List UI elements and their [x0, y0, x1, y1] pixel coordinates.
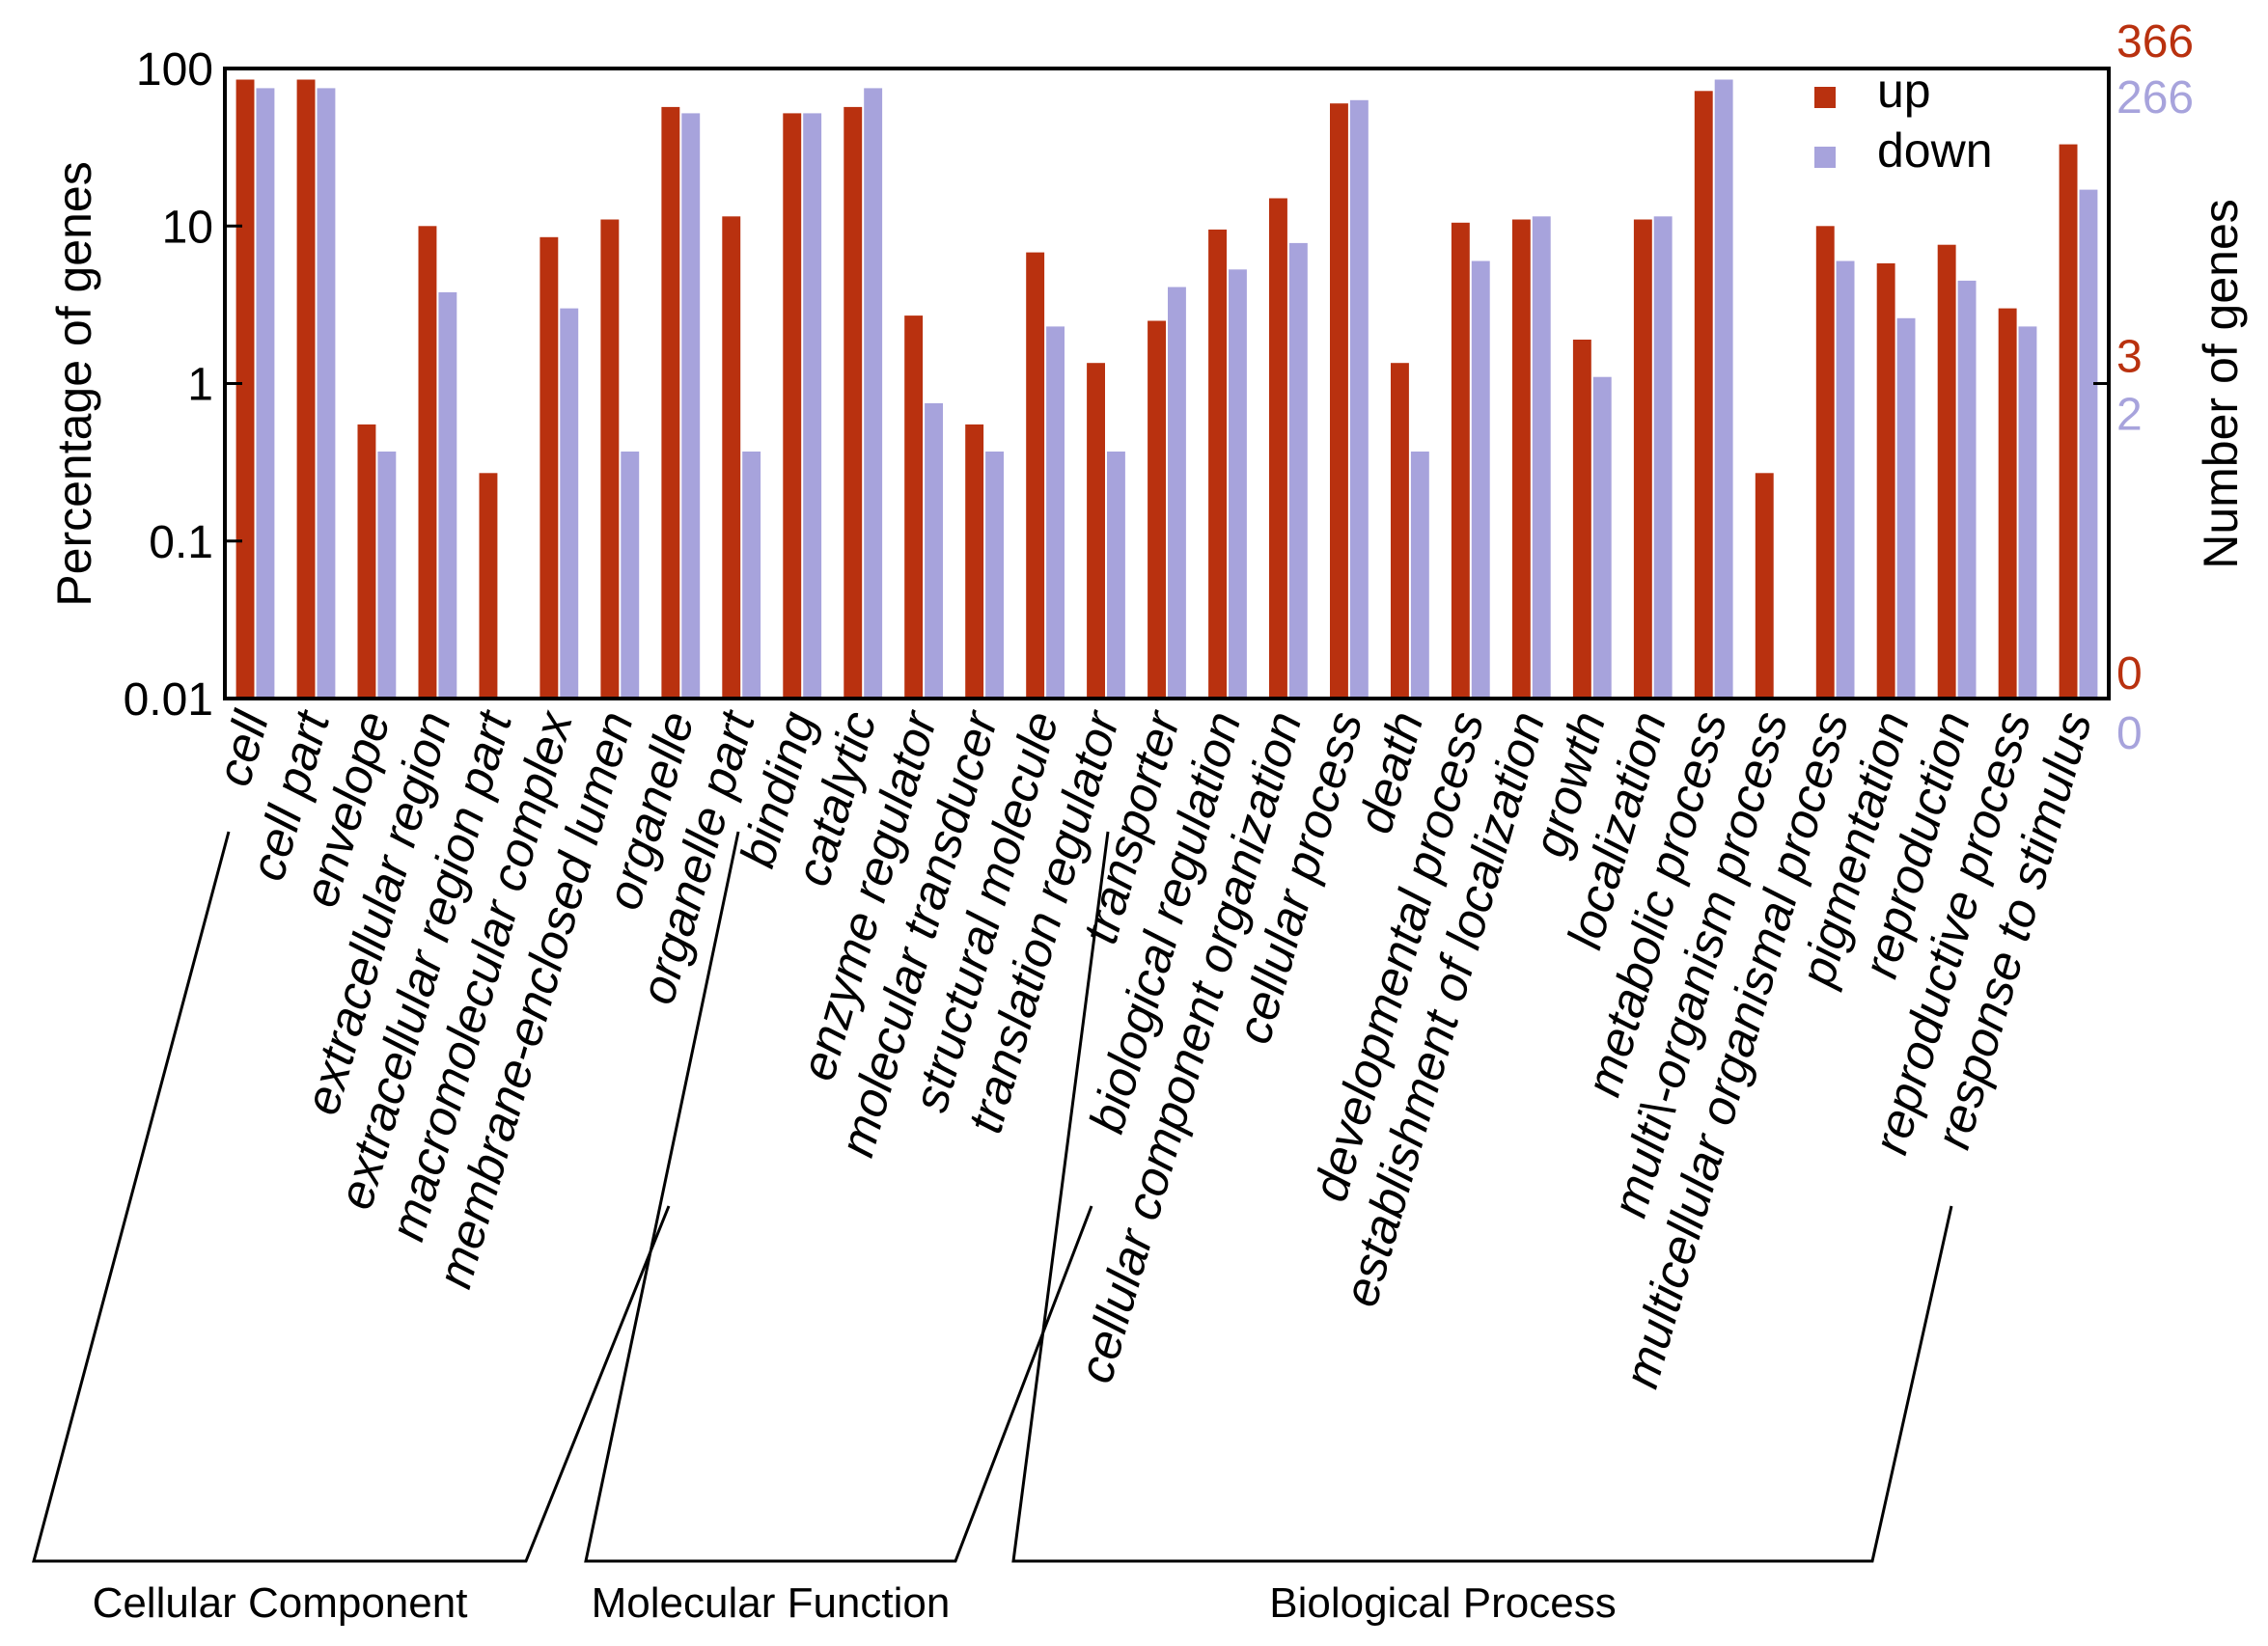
bar-down-4	[438, 291, 457, 699]
bar-down-31	[2079, 189, 2098, 700]
bar-down-11	[864, 88, 883, 699]
y-tick-label: 1	[187, 360, 213, 411]
bar-down-2	[317, 88, 336, 699]
bar-up-14	[1026, 252, 1045, 699]
right-down-mid-label: 2	[2116, 390, 2143, 441]
group-bracket-3	[1011, 831, 1953, 1563]
bar-down-19	[1349, 99, 1369, 700]
bar-down-9	[742, 452, 761, 699]
bar-up-23	[1572, 340, 1591, 699]
bar-up-21	[1451, 222, 1470, 700]
bar-down-7	[621, 452, 640, 699]
bar-up-6	[539, 236, 559, 700]
bar-down-27	[1836, 261, 1855, 699]
bar-up-10	[783, 113, 802, 699]
bar-up-2	[296, 79, 316, 699]
group-bracket-2	[584, 831, 1093, 1563]
bar-up-3	[357, 424, 376, 699]
bar-up-26	[1755, 473, 1774, 699]
y-axis-title: Percentage of genes	[47, 161, 101, 606]
group-bracket-1	[32, 831, 671, 1563]
bar-up-30	[1998, 308, 2017, 699]
legend-label-up: up	[1877, 64, 1931, 118]
bar-up-11	[844, 106, 863, 699]
bar-down-3	[377, 452, 397, 699]
y-tick-label: 100	[136, 44, 213, 96]
left-y-axis: 100 10 1 0.1 0.01	[124, 44, 242, 726]
bar-down-6	[560, 308, 579, 699]
y-tick-label: 0.1	[149, 517, 213, 568]
bar-up-28	[1876, 262, 1895, 699]
right-up-mid-label: 3	[2116, 332, 2143, 383]
bar-layer	[235, 79, 2098, 700]
y-tick-label: 10	[162, 202, 213, 253]
bar-up-20	[1391, 363, 1409, 699]
bar-up-9	[722, 216, 741, 700]
group-label-3: Biological Process	[1269, 1579, 1617, 1627]
bar-down-13	[985, 452, 1004, 699]
bar-up-16	[1148, 320, 1166, 699]
legend-swatch-down	[1814, 147, 1836, 168]
group-label-1: Cellular Component	[93, 1579, 468, 1627]
right-down-bottom-label: 0	[2116, 708, 2143, 759]
bar-down-20	[1410, 452, 1429, 699]
y-tick-label: 0.01	[124, 674, 213, 726]
bar-up-15	[1087, 363, 1105, 699]
bar-down-17	[1229, 269, 1247, 699]
bar-down-22	[1532, 216, 1551, 700]
bar-up-27	[1815, 226, 1835, 700]
bar-up-12	[904, 315, 924, 699]
bar-up-4	[418, 226, 437, 700]
bar-down-29	[1957, 280, 1977, 699]
legend-swatch-up	[1814, 87, 1836, 108]
bar-up-19	[1330, 103, 1348, 699]
bar-up-25	[1694, 91, 1713, 700]
bar-down-25	[1714, 79, 1733, 699]
bar-up-31	[2059, 144, 2078, 700]
bar-up-17	[1208, 229, 1227, 699]
bar-down-24	[1653, 216, 1673, 700]
bar-down-15	[1107, 452, 1125, 699]
bar-up-29	[1937, 244, 1956, 699]
bar-up-5	[479, 473, 498, 699]
bar-down-28	[1896, 317, 1916, 699]
group-label-2: Molecular Function	[592, 1579, 951, 1627]
legend-label-down: down	[1877, 123, 1993, 178]
bar-down-30	[2018, 326, 2037, 699]
bar-down-12	[925, 402, 943, 699]
bar-down-14	[1046, 326, 1065, 699]
bar-up-24	[1633, 219, 1652, 699]
bar-up-7	[600, 219, 620, 699]
bar-down-10	[803, 113, 822, 699]
right-down-top-label: 266	[2116, 72, 2194, 123]
bar-down-21	[1471, 261, 1490, 699]
right-up-bottom-label: 0	[2116, 648, 2143, 700]
bar-down-23	[1592, 376, 1612, 699]
bar-up-8	[661, 106, 680, 699]
bar-down-16	[1168, 287, 1186, 699]
right-y-axis-title: Number of genes	[2194, 199, 2248, 569]
bar-down-18	[1288, 242, 1308, 699]
bar-up-1	[235, 79, 255, 699]
bar-up-22	[1511, 219, 1531, 699]
right-up-top-label: 366	[2116, 16, 2194, 68]
bar-up-18	[1269, 198, 1287, 699]
group-brackets: Cellular Component Molecular Function Biol…	[32, 831, 1953, 1627]
bar-down-1	[256, 88, 275, 699]
bar-up-13	[965, 424, 984, 699]
bar-down-8	[681, 113, 701, 699]
